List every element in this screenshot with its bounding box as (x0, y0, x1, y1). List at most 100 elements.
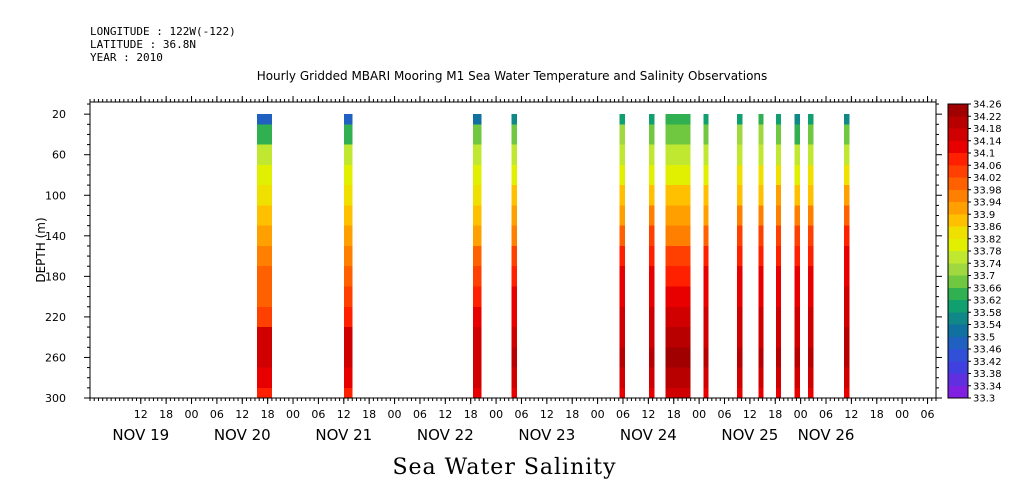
heatmap-cell (807, 124, 814, 146)
heatmap-cell (737, 225, 743, 247)
heatmap-cell (343, 114, 353, 125)
heatmap-cell (807, 387, 814, 399)
heatmap-cell (472, 124, 482, 146)
colorbar-label: 33.42 (973, 357, 1002, 368)
colorbar-label: 33.78 (973, 247, 1002, 258)
y-tick-label: 100 (45, 189, 66, 202)
heatmap-cell (472, 327, 482, 348)
heatmap-cell (703, 367, 709, 389)
heatmap-cell (737, 164, 743, 186)
heatmap-cell (472, 266, 482, 287)
heatmap-cell (807, 286, 814, 308)
x-tick-label: 18 (464, 408, 478, 421)
heatmap-cell (758, 225, 764, 247)
heatmap-cell (843, 164, 850, 186)
heatmap-cell (649, 286, 655, 308)
heatmap-cell (257, 306, 272, 328)
heatmap-cell (665, 387, 691, 399)
x-tick-label: 06 (514, 408, 528, 421)
x-tick-label: 18 (768, 408, 782, 421)
heatmap-cell (257, 225, 272, 247)
heatmap-cell (257, 286, 272, 308)
heatmap-cell (758, 245, 764, 267)
heatmap-cell (703, 347, 709, 369)
heatmap-cell (665, 266, 691, 287)
colorbar-swatch (948, 226, 968, 240)
x-tick-label: 06 (921, 408, 935, 421)
x-tick-label: 06 (616, 408, 630, 421)
heatmap-cell (472, 245, 482, 267)
heatmap-cell (794, 124, 800, 146)
heatmap-cell (703, 185, 709, 206)
heatmap-cell (776, 225, 782, 247)
heatmap-cell (703, 205, 709, 227)
heatmap-cell (843, 245, 850, 267)
heatmap-cell (511, 185, 517, 206)
heatmap-cell (343, 347, 353, 369)
colorbar-label: 33.9 (973, 210, 995, 221)
colorbar-label: 34.22 (973, 112, 1002, 123)
heatmap-cell (794, 114, 800, 125)
heatmap-cell (807, 347, 814, 369)
heatmap-cell (794, 286, 800, 308)
heatmap-cell (257, 327, 272, 348)
colorbar-swatch (948, 104, 968, 117)
colorbar-swatch (948, 116, 968, 129)
heatmap-cell (472, 367, 482, 389)
colorbar-swatch (948, 202, 968, 215)
y-axis: 20 60 100 140 180 220 260 300 (45, 103, 942, 405)
heatmap-cell (843, 144, 850, 166)
x-tick-label: 00 (794, 408, 808, 421)
heatmap-cell (737, 306, 743, 328)
heatmap-cell (649, 185, 655, 206)
x-date-label: NOV 21 (315, 426, 372, 444)
colorbar-label: 33.34 (973, 381, 1002, 392)
heatmap-cell (472, 347, 482, 369)
heatmap-cell (649, 347, 655, 369)
heatmap-cell (257, 245, 272, 267)
heatmap-cell (794, 164, 800, 186)
colorbar-label: 33.38 (973, 369, 1002, 380)
colorbar-swatch (948, 373, 968, 387)
heatmap-cell (758, 367, 764, 389)
longitude-label: LONGITUDE : 122W(-122) (90, 25, 236, 38)
heatmap-cell (665, 114, 691, 125)
heatmap-cell (703, 286, 709, 308)
heatmap-cell (794, 144, 800, 166)
heatmap-cell (794, 266, 800, 287)
heatmap-cell (794, 367, 800, 389)
x-date-label: NOV 24 (620, 426, 677, 444)
heatmap-cell (257, 205, 272, 227)
variable-title: Sea Water Salinity (392, 455, 617, 480)
heatmap-cell (343, 387, 353, 399)
heatmap-cell (665, 164, 691, 186)
heatmap-cell (703, 306, 709, 328)
colorbar-label: 33.62 (973, 296, 1002, 307)
y-tick-label: 300 (45, 392, 66, 405)
heatmap-cell (776, 367, 782, 389)
y-tick-label: 140 (45, 230, 66, 243)
heatmap-cell (511, 124, 517, 146)
heatmap-cell (649, 144, 655, 166)
colorbar-swatch (948, 385, 968, 399)
heatmap-cell (758, 144, 764, 166)
heatmap-cell (619, 205, 626, 227)
heatmap-cell (807, 114, 814, 125)
heatmap-cell (703, 124, 709, 146)
heatmap-cell (737, 327, 743, 348)
heatmap-cell (472, 286, 482, 308)
colorbar-label: 33.58 (973, 308, 1002, 319)
heatmap-cell (257, 266, 272, 287)
colorbar-swatch (948, 324, 968, 338)
heatmap-cell (257, 367, 272, 389)
x-tick-label: 06 (210, 408, 224, 421)
heatmap-cell (665, 327, 691, 348)
heatmap-cell (794, 205, 800, 227)
heatmap-cell (807, 205, 814, 227)
x-tick-label: 18 (667, 408, 681, 421)
heatmap-cell (665, 185, 691, 206)
x-tick-label: 18 (159, 408, 173, 421)
heatmap-cell (843, 347, 850, 369)
heatmap-cell (776, 245, 782, 267)
